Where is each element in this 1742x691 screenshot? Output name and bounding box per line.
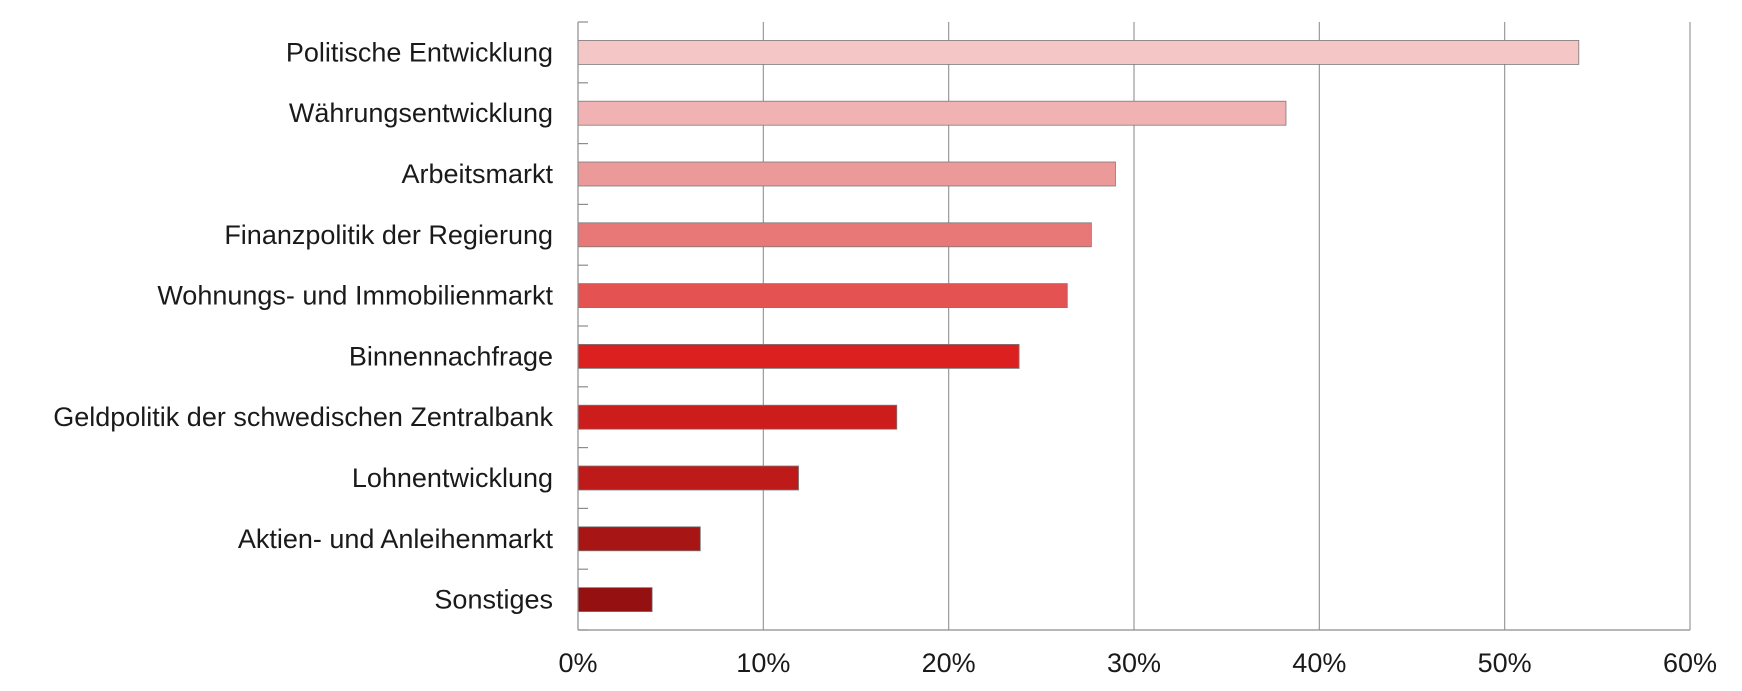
bar-9 — [577, 587, 653, 612]
axes — [577, 21, 1690, 631]
bar-8 — [577, 526, 701, 552]
category-label-0: Politische Entwicklung — [286, 37, 553, 67]
category-label-6: Geldpolitik der schwedischen Zentralbank — [53, 402, 553, 432]
category-label-1: Währungsentwicklung — [289, 98, 553, 128]
bars — [577, 40, 1580, 612]
category-label-4: Wohnungs- und Immobilienmarkt — [157, 281, 553, 311]
x-tick-label-4: 40% — [1292, 648, 1346, 678]
category-labels: Politische Entwicklung Währungsentwicklun… — [53, 37, 553, 614]
bar-5 — [577, 343, 1020, 369]
x-tick-label-1: 10% — [736, 648, 790, 678]
bar-1 — [577, 100, 1287, 126]
bar-3 — [577, 222, 1092, 248]
bar-0 — [577, 40, 1580, 65]
x-tick-label-2: 20% — [922, 648, 976, 678]
category-label-3: Finanzpolitik der Regierung — [224, 220, 553, 250]
category-label-2: Arbeitsmarkt — [401, 159, 553, 189]
bar-4 — [577, 283, 1068, 309]
x-tick-label-5: 50% — [1478, 648, 1532, 678]
x-tick-label-0: 0% — [558, 648, 597, 678]
x-tick-label-6: 60% — [1663, 648, 1717, 678]
x-tick-label-3: 30% — [1107, 648, 1161, 678]
category-label-7: Lohnentwicklung — [352, 463, 553, 493]
x-tick-labels: 0% 10% 20% 30% 40% 50% 60% — [558, 648, 1717, 678]
category-label-5: Binnennachfrage — [349, 341, 553, 371]
category-label-8: Aktien- und Anleihenmarkt — [238, 524, 554, 554]
bar-7 — [577, 465, 799, 491]
category-label-9: Sonstiges — [434, 585, 553, 615]
bar-2 — [577, 161, 1116, 187]
bar-6 — [577, 404, 898, 430]
